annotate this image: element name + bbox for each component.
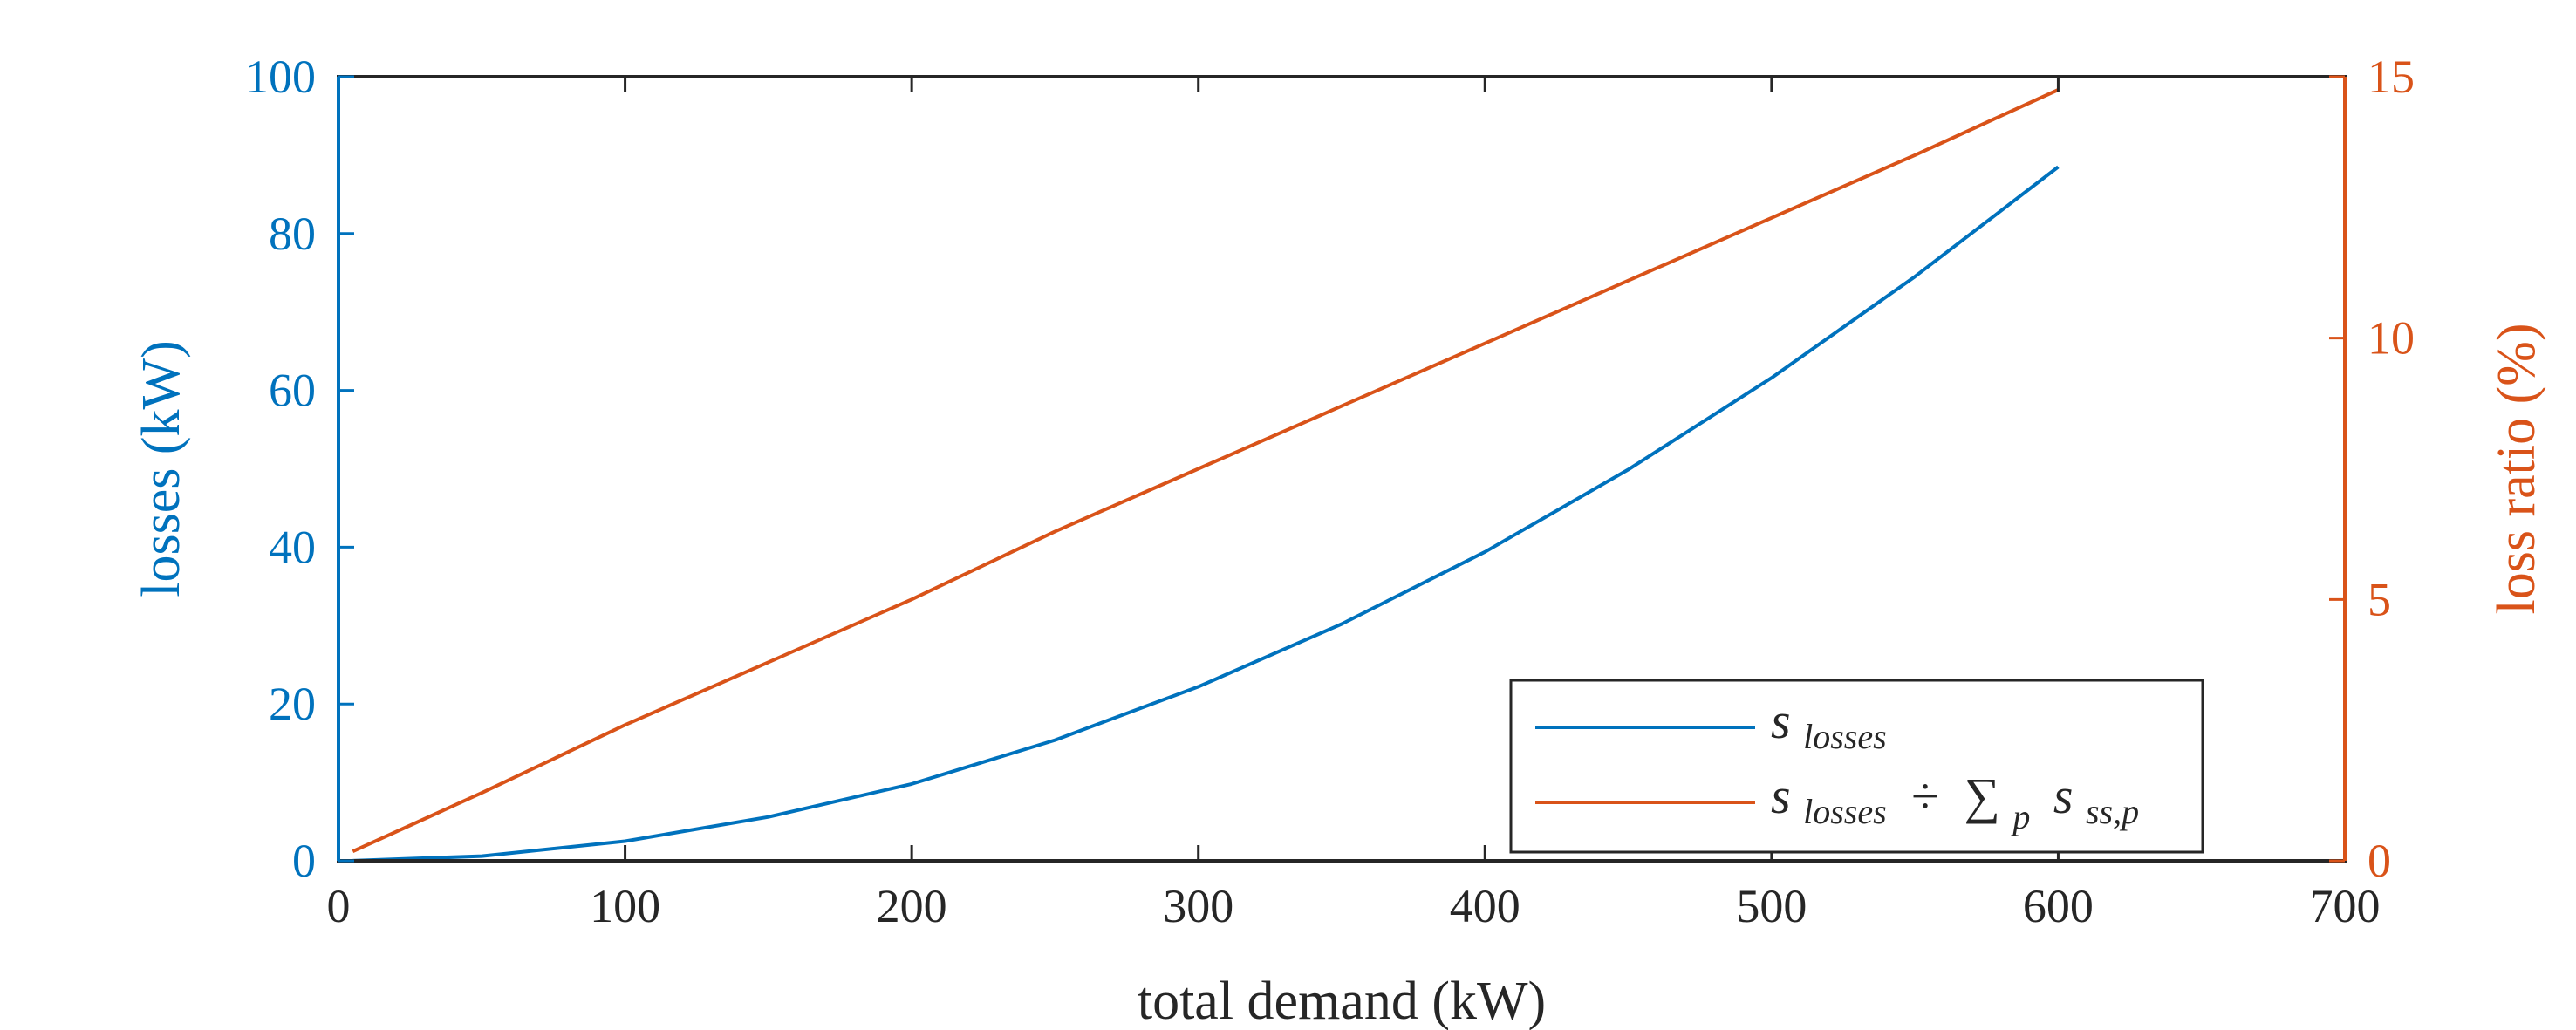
series-layer <box>352 88 2060 863</box>
x-tick-label: 0 <box>327 880 351 932</box>
y-axis-left: 0 20 40 60 80 100 <box>245 51 354 887</box>
legend-losses-sub: losses <box>1803 717 1887 756</box>
y-right-tick-label: 15 <box>2368 51 2415 103</box>
legend-ratio-base2: s <box>2053 767 2074 824</box>
y-left-tick-label: 0 <box>292 835 316 887</box>
y-left-tick-label: 60 <box>269 365 316 417</box>
x-tick-label: 300 <box>1163 880 1233 932</box>
x-tick-label: 700 <box>2310 880 2381 932</box>
y-axis-right-title: loss ratio (%) <box>2487 323 2546 614</box>
series-line-losses <box>352 165 2060 863</box>
x-tick-label: 200 <box>877 880 947 932</box>
legend-ratio-sub2: ss,p <box>2086 792 2139 831</box>
legend-label-loss-ratio: s losses ÷ ∑ p s ss,p <box>1771 767 2139 840</box>
y-left-tick-label: 80 <box>269 208 316 260</box>
x-tick-label: 500 <box>1736 880 1807 932</box>
series-line-loss-ratio <box>352 88 2060 854</box>
y-left-tick-label: 20 <box>269 678 316 730</box>
y-axis-right: 0 5 10 15 <box>2329 51 2415 887</box>
y-axis-left-title: losses (kW) <box>132 340 191 597</box>
y-right-tick-label: 0 <box>2368 835 2391 887</box>
y-left-tick-label: 40 <box>269 521 316 573</box>
y-right-tick-label: 10 <box>2368 312 2415 365</box>
legend-ratio-op: ÷ <box>1911 767 1939 824</box>
x-tick-label: 600 <box>2023 880 2094 932</box>
legend-ratio-sum: ∑ <box>1964 767 2000 824</box>
legend-ratio-sub: losses <box>1803 792 1887 831</box>
x-axis: 0 100 200 300 400 500 600 700 <box>327 77 2381 932</box>
legend: s losses s losses ÷ ∑ p s ss,p <box>1509 679 2204 854</box>
legend-label-losses: s losses <box>1771 692 1887 756</box>
y-right-tick-label: 5 <box>2368 573 2391 625</box>
x-axis-title: total demand (kW) <box>1138 972 1546 1030</box>
legend-ratio-sum-sub: p <box>2010 797 2030 836</box>
legend-box <box>1509 679 2204 854</box>
x-tick-label: 100 <box>590 880 660 932</box>
y-left-tick-label: 100 <box>245 51 316 103</box>
legend-losses-base: s <box>1771 692 1791 749</box>
x-tick-label: 400 <box>1450 880 1520 932</box>
legend-ratio-base: s <box>1771 767 1791 824</box>
